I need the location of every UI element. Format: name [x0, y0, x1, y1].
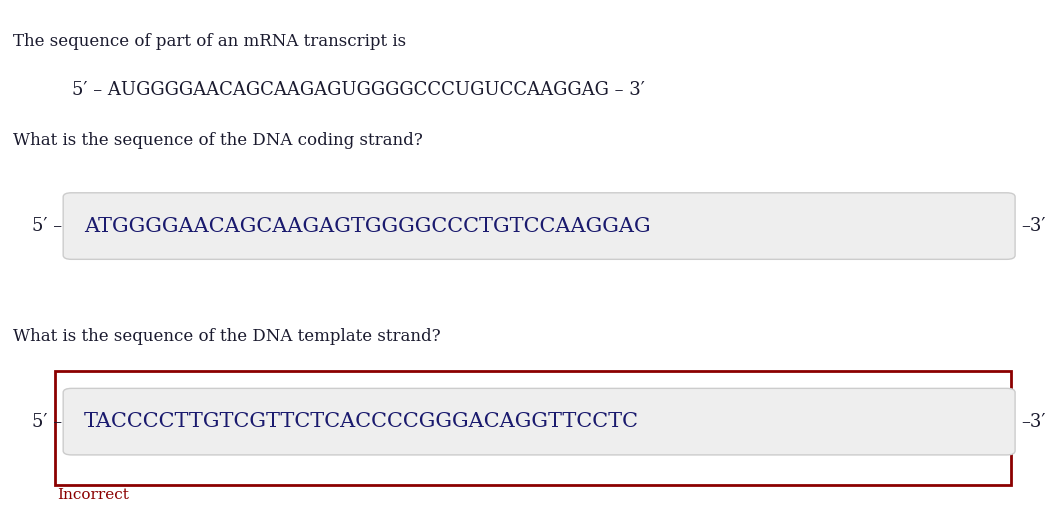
FancyBboxPatch shape: [63, 193, 1015, 259]
Text: The sequence of part of an mRNA transcript is: The sequence of part of an mRNA transcri…: [13, 33, 405, 50]
Text: –3′: –3′: [1021, 217, 1046, 235]
Text: 5′ –: 5′ –: [32, 217, 62, 235]
Text: What is the sequence of the DNA template strand?: What is the sequence of the DNA template…: [13, 328, 440, 344]
Bar: [55, 371, 1011, 485]
Text: –3′: –3′: [1021, 412, 1046, 431]
Text: Incorrect: Incorrect: [57, 488, 128, 502]
Text: What is the sequence of the DNA coding strand?: What is the sequence of the DNA coding s…: [13, 132, 422, 149]
Text: 5′ –: 5′ –: [32, 412, 62, 431]
Text: ATGGGGAACAGCAAGAGTGGGGCCCTGTCCAAGGAG: ATGGGGAACAGCAAGAGTGGGGCCCTGTCCAAGGAG: [84, 216, 651, 236]
Text: 5′ – AUGGGGAACAGCAAGAGUGGGGCCCUGUCCAAGGAG – 3′: 5′ – AUGGGGAACAGCAAGAGUGGGGCCCUGUCCAAGGA…: [72, 81, 644, 99]
FancyBboxPatch shape: [63, 388, 1015, 455]
Text: TACCCCTTGTCGTTCTCACCCCGGGACAGGTTCCTC: TACCCCTTGTCGTTCTCACCCCGGGACAGGTTCCTC: [84, 412, 639, 431]
